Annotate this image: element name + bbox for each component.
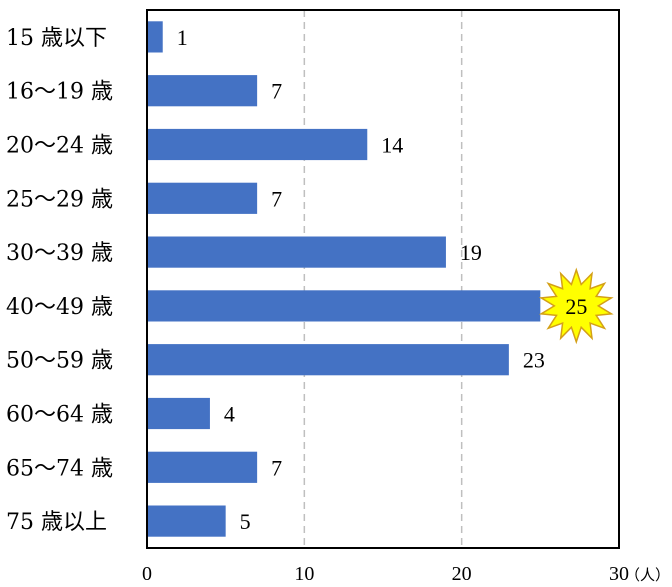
category-label: 15 歳以下 [6, 26, 107, 51]
data-label: 4 [224, 402, 235, 427]
category-label: 40〜49 歳 [6, 295, 113, 320]
x-tick-label: 30 [609, 563, 629, 585]
category-labels: 15 歳以下 16〜19 歳 20〜24 歳 25〜29 歳 30〜39 歳 40〜49 … [6, 26, 113, 535]
bar [147, 451, 258, 483]
data-label-highlighted: 25 [565, 294, 587, 319]
category-label: 30〜39 歳 [6, 241, 113, 266]
bar [147, 75, 258, 107]
value-labels: 1 7 14 7 19 23 4 7 5 [177, 25, 545, 534]
data-label: 1 [177, 25, 188, 50]
bar [147, 236, 446, 268]
category-label: 25〜29 歳 [6, 187, 113, 212]
x-axis-ticks: 0 10 20 30 [142, 563, 629, 585]
category-label: 20〜24 歳 [6, 134, 113, 159]
x-tick-label: 10 [294, 563, 314, 585]
data-label: 7 [271, 186, 282, 211]
bar [147, 397, 210, 430]
category-label: 60〜64 歳 [6, 403, 113, 428]
x-axis-unit: （人） [625, 566, 670, 584]
x-tick-label: 20 [452, 563, 472, 585]
gridlines [303, 10, 463, 548]
bar [147, 505, 226, 537]
category-label: 75 歳以上 [6, 510, 107, 535]
category-label: 50〜59 歳 [6, 349, 113, 374]
data-label: 7 [271, 79, 282, 104]
category-label: 16〜19 歳 [6, 80, 113, 105]
data-label: 7 [271, 455, 282, 480]
data-label: 14 [381, 133, 403, 158]
data-label: 19 [460, 240, 482, 265]
bar [147, 21, 163, 53]
highlight-burst: 25 [538, 267, 614, 345]
plot-frame [146, 9, 620, 549]
bar [147, 290, 541, 322]
x-tick-label: 0 [142, 563, 152, 585]
bar [147, 182, 258, 214]
bar [147, 344, 509, 376]
bars [147, 21, 541, 537]
highlight-star-shape [538, 267, 614, 345]
bar [147, 128, 368, 161]
category-label: 65〜74 歳 [6, 456, 113, 481]
data-label: 5 [240, 509, 251, 534]
data-label: 23 [523, 348, 545, 373]
